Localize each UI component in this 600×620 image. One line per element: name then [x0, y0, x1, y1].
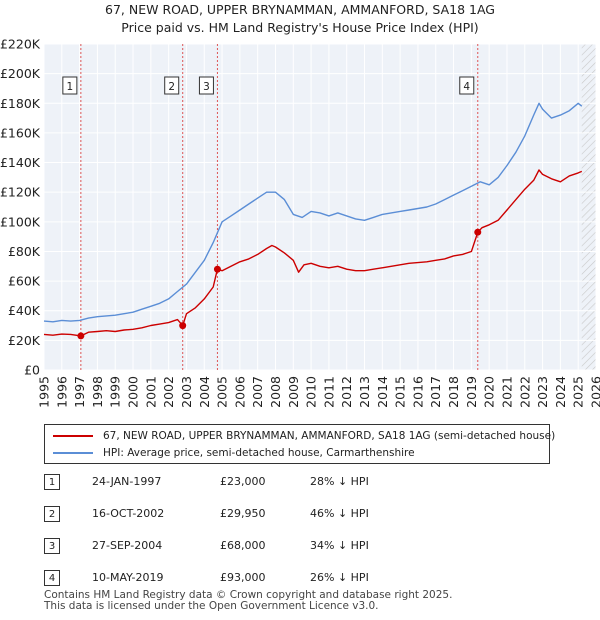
- x-tick-label: 2015: [393, 376, 408, 408]
- property-price-line: [43, 169, 583, 337]
- legend-item-property: 67, NEW ROAD, UPPER BRYNAMMAN, AMMANFORD…: [53, 428, 555, 444]
- sale-hpi-diff: 34% ↓ HPI: [310, 539, 369, 552]
- y-tick-label: £0: [24, 363, 40, 378]
- legend-swatch-hpi: [53, 452, 93, 454]
- x-tick-label: 1998: [90, 376, 105, 408]
- x-tick-label: 1995: [37, 376, 52, 408]
- future-hatch-area: [581, 44, 596, 370]
- legend-label-property: 67, NEW ROAD, UPPER BRYNAMMAN, AMMANFORD…: [103, 430, 556, 442]
- x-tick-label: 2024: [553, 376, 568, 408]
- x-tick-label: 2010: [304, 376, 319, 408]
- x-tick-label: 2001: [143, 376, 158, 408]
- x-tick-label: 2012: [339, 376, 354, 408]
- footer: Contains HM Land Registry data © Crown c…: [44, 590, 452, 612]
- x-tick-label: 2004: [197, 376, 212, 408]
- sale-date: 24-JAN-1997: [92, 475, 162, 488]
- x-tick-label: 2014: [375, 376, 390, 408]
- x-tick-label: 1999: [108, 376, 123, 408]
- sale-date: 16-OCT-2002: [92, 507, 165, 520]
- y-tick-label: £180K: [0, 96, 41, 111]
- footer-copyright: Contains HM Land Registry data © Crown c…: [44, 589, 453, 601]
- y-tick-label: £120K: [0, 185, 41, 200]
- x-tick-label: 2016: [410, 376, 425, 408]
- sale-price: £68,000: [220, 539, 266, 552]
- y-tick-label: £80K: [8, 244, 41, 259]
- series-lines: [43, 102, 583, 337]
- grid-lines: [43, 43, 597, 371]
- sale-hpi-diff: 26% ↓ HPI: [310, 571, 369, 584]
- y-axis: £0 £20K £40K £60K £80K £100K £120K £140K £160K £1…: [0, 37, 41, 378]
- sale-point: [474, 228, 482, 236]
- y-tick-label: £60K: [8, 274, 41, 289]
- sale-number-badge: 4: [44, 570, 60, 586]
- sale-hpi-diff: 28% ↓ HPI: [310, 475, 369, 488]
- x-tick-label: 2022: [517, 376, 532, 408]
- sale-label-box: [198, 76, 214, 95]
- x-axis: 1995 1996 1997 1998 1999 2000 2001 2002 2003 2004…: [37, 376, 600, 408]
- y-tick-label: £200K: [0, 66, 41, 81]
- x-tick-label: 2006: [232, 376, 247, 408]
- x-tick-label: 2021: [499, 376, 514, 408]
- x-tick-label: 2000: [126, 376, 141, 408]
- sale-point: [179, 322, 187, 330]
- sale-date: 27-SEP-2004: [92, 539, 163, 552]
- sale-price: £29,950: [220, 507, 266, 520]
- sale-label-box: [62, 76, 78, 95]
- chart-title: 67, NEW ROAD, UPPER BRYNAMMAN, AMMANFORD…: [105, 2, 495, 17]
- y-tick-label: £20K: [8, 333, 41, 348]
- x-tick-label: 2017: [428, 376, 443, 408]
- sale-label-box: [164, 76, 180, 95]
- hpi-line: [43, 102, 583, 323]
- x-tick-label: 2023: [535, 376, 550, 408]
- x-tick-label: 2002: [161, 376, 176, 408]
- y-tick-label: £160K: [0, 125, 41, 140]
- sale-point: [213, 265, 221, 273]
- plot-area: [44, 44, 596, 370]
- x-tick-label: 1996: [54, 376, 69, 408]
- x-tick-label: 2019: [464, 376, 479, 408]
- y-tick-label: £220K: [0, 37, 41, 52]
- sale-label-number: 4: [463, 81, 470, 93]
- x-tick-label: 2013: [357, 376, 372, 408]
- x-tick-label: 2005: [215, 376, 230, 408]
- sale-labels: 1 2 3 4: [62, 76, 475, 95]
- footer-licence: This data is licensed under the Open Gov…: [44, 600, 379, 612]
- y-tick-label: £140K: [0, 155, 41, 170]
- x-tick-label: 2020: [482, 376, 497, 408]
- sale-number-badge: 3: [44, 538, 60, 554]
- sale-number-badge: 1: [44, 474, 60, 490]
- sale-point: [77, 332, 85, 340]
- x-tick-label: 2008: [268, 376, 283, 408]
- sale-hpi-diff: 46% ↓ HPI: [310, 507, 369, 520]
- y-tick-label: £100K: [0, 214, 41, 229]
- y-tick-label: £40K: [8, 303, 41, 318]
- legend-label-hpi: HPI: Average price, semi-detached house,…: [103, 447, 415, 459]
- x-tick-label: 2018: [446, 376, 461, 408]
- sale-price: £93,000: [220, 571, 266, 584]
- sale-label-number: 2: [168, 81, 175, 93]
- legend-swatch-property: [53, 435, 93, 437]
- chart-subtitle: Price paid vs. HM Land Registry's House …: [121, 20, 478, 35]
- x-tick-label: 2007: [250, 376, 265, 408]
- sale-date: 10-MAY-2019: [92, 571, 164, 584]
- x-tick-label: 2003: [179, 376, 194, 408]
- x-tick-label: 1997: [72, 376, 87, 408]
- sale-price: £23,000: [220, 475, 266, 488]
- sale-label-box: [459, 76, 475, 95]
- x-tick-label: 2026: [589, 376, 600, 408]
- x-tick-label: 2011: [321, 376, 336, 408]
- x-tick-label: 2025: [571, 376, 586, 408]
- x-tick-label: 2009: [286, 376, 301, 408]
- sale-label-number: 3: [203, 81, 210, 93]
- legend: 67, NEW ROAD, UPPER BRYNAMMAN, AMMANFORD…: [44, 424, 555, 464]
- sale-label-number: 1: [67, 81, 74, 93]
- sale-points: [77, 228, 482, 340]
- sale-number-badge: 2: [44, 506, 60, 522]
- legend-item-hpi: HPI: Average price, semi-detached house,…: [53, 445, 415, 461]
- price-chart: 67, NEW ROAD, UPPER BRYNAMMAN, AMMANFORD…: [0, 2, 600, 408]
